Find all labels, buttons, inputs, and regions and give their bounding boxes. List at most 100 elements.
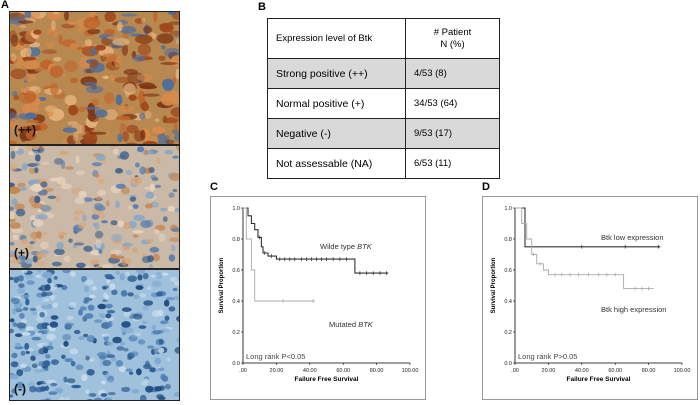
tissue-cell (133, 294, 141, 299)
tissue-cell (39, 204, 52, 212)
tissue-cell (174, 231, 179, 237)
tissue-cell (73, 329, 81, 335)
tissue-cell (49, 321, 59, 328)
tissue-cell (147, 150, 155, 155)
tissue-cell (88, 294, 96, 299)
tissue-cell (24, 90, 37, 103)
tissue-cell (145, 385, 154, 393)
tissue-cell (78, 309, 83, 316)
tissue-cell (66, 315, 74, 321)
tissue-cell (165, 139, 175, 144)
tissue-cell (98, 313, 106, 317)
tissue-cell (115, 271, 121, 275)
tissue-cell (42, 360, 50, 366)
tissue-cell (38, 146, 43, 150)
header-patient-line2: N (%) (440, 38, 465, 50)
tissue-cell (72, 133, 79, 142)
tissue-cell (40, 181, 48, 188)
tissue-cell (48, 283, 58, 291)
tissue-cell (88, 358, 95, 362)
tissue-cell (10, 53, 17, 62)
x-tick-label: 20.00 (542, 368, 556, 374)
tissue-cell (21, 86, 39, 95)
tissue-cell (160, 373, 167, 381)
tissue-cell (32, 162, 40, 166)
tissue-cell (72, 244, 77, 249)
series-label-gene: BTK (358, 320, 374, 329)
tissue-cell (155, 271, 163, 279)
series-label-name: Btk high expression (601, 305, 666, 314)
tissue-cell (139, 112, 146, 120)
row-level: Negative (-) (267, 118, 406, 149)
tissue-cell (144, 110, 152, 119)
tissue-cell (24, 342, 30, 350)
tissue-cell (129, 196, 137, 202)
tissue-cell (106, 396, 112, 400)
tissue-cell (51, 20, 56, 31)
tissue-cell (138, 325, 147, 329)
tissue-cell (45, 354, 51, 359)
tissue-cell (48, 341, 53, 347)
tissue-cell (15, 342, 21, 347)
tissue-cell (42, 329, 48, 334)
row-patients: 6/53 (11) (405, 148, 500, 179)
row-level: Strong positive (++) (267, 58, 406, 89)
tissue-cell (68, 301, 77, 309)
tissue-cell (43, 291, 53, 297)
tissue-cell (123, 310, 132, 317)
tissue-cell (17, 275, 24, 282)
tissue-cell (69, 348, 79, 355)
tissue-cell (91, 46, 97, 57)
tissue-cell (66, 378, 76, 384)
tissue-cell (106, 354, 115, 358)
tissue-cell (82, 214, 87, 222)
tissue-cell (75, 155, 80, 164)
y-tick-label: 0.0 (232, 361, 240, 367)
tissue-cell (144, 203, 153, 209)
tissue-cell (105, 200, 110, 207)
tissue-cell (56, 242, 64, 250)
tissue-cell (10, 118, 19, 129)
tissue-cell (13, 95, 19, 101)
tissue-cell (123, 69, 138, 75)
tissue-cell (141, 17, 146, 23)
tissue-cell (144, 378, 149, 384)
tissue-cell (12, 308, 17, 315)
tissue-cell (42, 271, 53, 279)
tissue-cell (134, 332, 141, 336)
tissue-cell (25, 245, 34, 249)
tissue-cell (42, 232, 49, 236)
tissue-cell (154, 184, 162, 189)
tissue-cell (173, 295, 179, 301)
tissue-cell (105, 303, 113, 309)
tissue-cell (10, 328, 14, 334)
tissue-cell (121, 321, 131, 328)
tissue-cell (55, 196, 60, 202)
tissue-cell (87, 112, 97, 122)
x-tick-label: 100.00 (402, 368, 419, 374)
tissue-cell (35, 316, 44, 323)
tissue-cell (151, 126, 166, 135)
tissue-cell (164, 299, 170, 307)
x-tick-label: 60.00 (608, 368, 622, 374)
tissue-cell (22, 307, 29, 311)
y-tick-label: 0.4 (504, 299, 512, 305)
tissue-cell (159, 22, 174, 33)
series-label: Mutated BTK (329, 320, 374, 329)
tissue-cell (106, 341, 114, 346)
tissue-cell (100, 393, 108, 397)
tissue-cell (149, 367, 156, 373)
tissue-cell (116, 346, 124, 351)
tissue-cell (107, 310, 116, 314)
ihc-image-strong: (++) (9, 11, 180, 145)
tissue-cell (143, 26, 153, 34)
tissue-cell (24, 258, 33, 264)
tissue-cell (102, 75, 110, 79)
tissue-cell (58, 231, 67, 236)
tissue-cell (151, 280, 162, 287)
tissue-cell (176, 336, 179, 343)
tissue-cell (10, 250, 18, 255)
tissue-cell (168, 21, 179, 25)
tissue-cell (35, 231, 42, 239)
tissue-cell (116, 115, 131, 121)
